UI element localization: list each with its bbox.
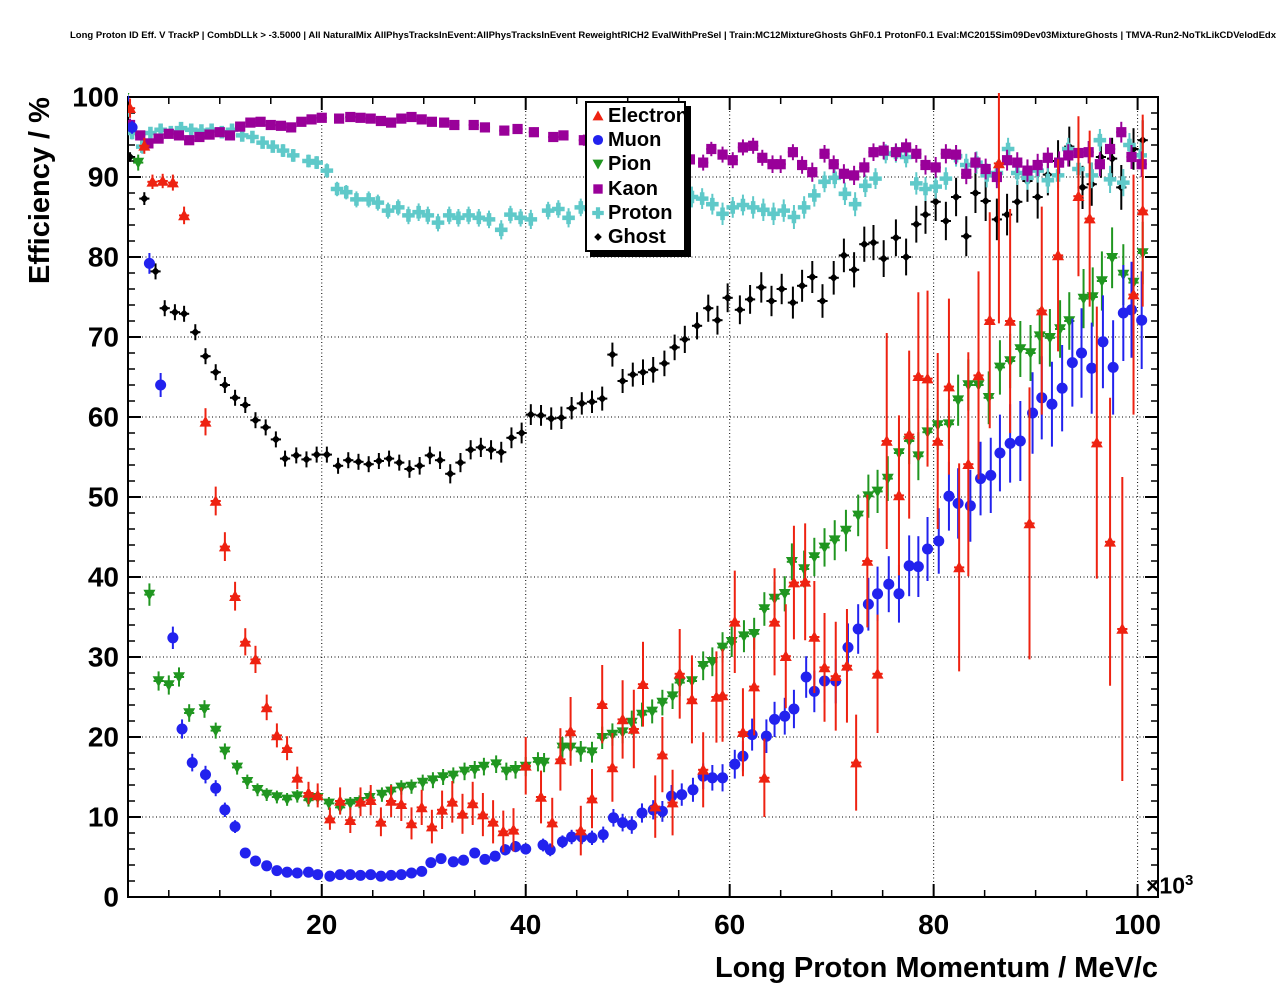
legend-label-kaon: Kaon <box>608 177 658 200</box>
x-multiplier-exponent: 3 <box>1185 872 1194 889</box>
legend-item-pion: Pion <box>587 152 684 176</box>
y-tick-label-70: 70 <box>88 322 119 353</box>
legend-item-ghost: Ghost <box>587 225 684 249</box>
legend-label-proton: Proton <box>608 201 673 224</box>
y-tick-label-60: 60 <box>88 402 119 433</box>
legend-marker-ghost-icon <box>594 233 602 241</box>
y-tick-label-40: 40 <box>88 562 119 593</box>
legend-marker-electron-icon <box>592 110 604 121</box>
legend-item-kaon: Kaon <box>587 177 684 201</box>
x-tick-label-60: 60 <box>714 909 745 940</box>
y-tick-label-10: 10 <box>88 802 119 833</box>
y-tick-label-20: 20 <box>88 722 119 753</box>
legend-label-pion: Pion <box>608 153 652 176</box>
legend-marker-kaon-icon <box>593 183 603 194</box>
y-tick-label-0: 0 <box>103 882 119 913</box>
y-tick-label-30: 30 <box>88 642 119 673</box>
y-axis-title: Efficiency / % <box>24 97 56 284</box>
legend-item-electron: Electron <box>587 104 688 128</box>
y-tick-label-50: 50 <box>88 482 119 513</box>
series-electron <box>128 93 1149 856</box>
grid-lines <box>128 97 1158 897</box>
legend-marker-proton-icon <box>592 207 604 219</box>
x-tick-label-40: 40 <box>510 909 541 940</box>
x-tick-label-20: 20 <box>306 909 337 940</box>
tick-labels: 0 10 20 30 40 50 60 70 80 90 100 20 40 60 80 100 <box>72 82 1161 941</box>
x-axis-multiplier: ×103 <box>1146 872 1193 900</box>
legend-marker-pion-icon <box>592 160 604 170</box>
legend-label-ghost: Ghost <box>608 226 666 249</box>
x-tick-label-80: 80 <box>918 909 949 940</box>
series-ghost <box>128 120 1148 484</box>
legend-item-proton: Proton <box>587 201 684 225</box>
axis-ticks <box>128 96 1158 898</box>
y-tick-label-90: 90 <box>88 162 119 193</box>
legend-box[interactable]: Electron Muon Pion Kaon Proton Ghost <box>585 101 688 253</box>
legend-label-electron: Electron <box>608 105 689 128</box>
legend-label-muon: Muon <box>608 129 662 152</box>
plot-title: Long Proton ID Eff. V TrackP | CombDLLk … <box>70 30 1276 41</box>
x-multiplier-base: ×10 <box>1146 872 1186 899</box>
y-tick-label-80: 80 <box>88 242 119 273</box>
legend-marker-muon-icon <box>592 135 604 146</box>
x-axis-title: Long Proton Momentum / MeV/c <box>714 952 1158 984</box>
y-tick-label-100: 100 <box>72 82 119 113</box>
x-tick-label-100: 100 <box>1114 909 1161 940</box>
legend-item-muon: Muon <box>587 128 684 152</box>
series-muon <box>128 94 1148 882</box>
